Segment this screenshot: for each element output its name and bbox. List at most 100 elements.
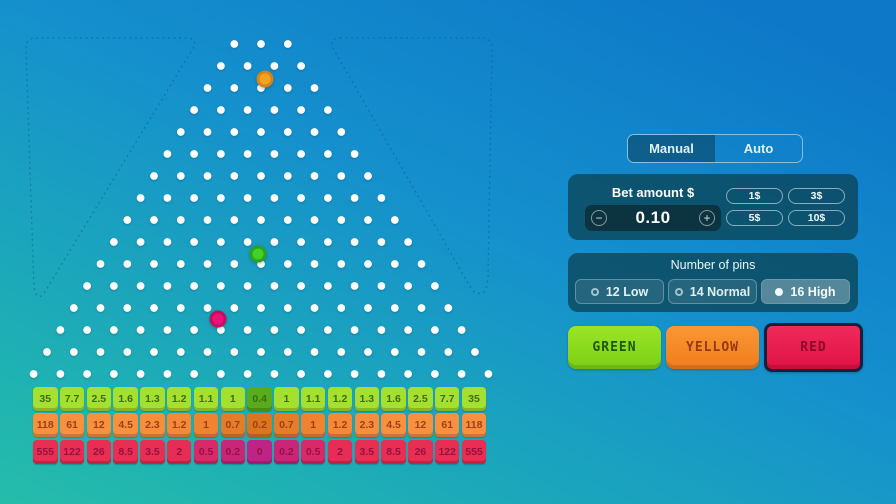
- pin: [243, 326, 252, 334]
- multiplier-cell: 1: [274, 387, 299, 411]
- pin: [217, 62, 225, 70]
- pin-option-14-normal[interactable]: 14 Normal: [668, 279, 757, 304]
- pin: [110, 282, 118, 290]
- pin: [283, 172, 292, 180]
- pin: [217, 238, 225, 246]
- pin: [471, 348, 479, 356]
- pin: [243, 106, 252, 114]
- pin: [350, 370, 359, 378]
- quick-bet-3-button[interactable]: 3$: [788, 188, 845, 204]
- pin: [176, 128, 185, 136]
- pin: [364, 216, 372, 224]
- pin: [337, 128, 346, 136]
- bet-amount-value[interactable]: 0.10: [635, 208, 671, 227]
- pin: [377, 282, 386, 290]
- pin: [377, 326, 386, 334]
- pin: [190, 370, 199, 378]
- pin: [163, 194, 172, 202]
- pin: [297, 238, 305, 246]
- multiplier-cell: 122: [434, 439, 460, 464]
- multiplier-cell: 8.5: [113, 439, 138, 464]
- multiplier-cell: 1: [193, 413, 219, 438]
- pin: [243, 194, 252, 202]
- tab-auto[interactable]: Auto: [743, 141, 774, 156]
- pin: [337, 260, 346, 268]
- multiplier-row-red: 555 122 26 8.5 3.5 2 0.5 0.2 0 0.2 0.5 2 3.5 8.5 26 122…: [33, 439, 487, 464]
- multiplier-cell: 3.5: [354, 439, 380, 464]
- pin: [337, 216, 346, 224]
- pin: [390, 348, 399, 356]
- multiplier-cell: 0.2: [247, 413, 272, 438]
- radio-icon: [775, 287, 784, 296]
- pin: [203, 260, 212, 268]
- pin: [243, 62, 252, 70]
- multiplier-cell: 1.2: [327, 413, 353, 438]
- pin: [390, 260, 399, 268]
- quick-bet-5-button[interactable]: 5$: [726, 210, 783, 226]
- pin: [176, 348, 185, 356]
- bet-increase-button[interactable]: +: [699, 210, 715, 226]
- red-bet-button[interactable]: RED: [764, 322, 863, 372]
- quick-bet-1-button[interactable]: 1$: [726, 188, 783, 204]
- pin: [217, 106, 225, 114]
- pin: [337, 348, 346, 356]
- multiplier-cell: 1.2: [166, 387, 192, 411]
- bet-decrease-button[interactable]: −: [591, 210, 607, 226]
- pin: [176, 216, 185, 224]
- multiplier-cell: 1.2: [327, 387, 353, 411]
- pin: [96, 348, 105, 356]
- multiplier-cell: 2.5: [86, 387, 112, 411]
- pin: [163, 150, 172, 158]
- multiplier-cell: 4.5: [113, 413, 138, 438]
- pin-option-12-low[interactable]: 12 Low: [575, 279, 664, 304]
- pin: [270, 370, 279, 378]
- pin: [43, 348, 51, 356]
- pin-option-16-high[interactable]: 16 High: [761, 279, 850, 304]
- multiplier-cell: 7.7: [59, 387, 85, 411]
- pin: [69, 348, 78, 356]
- multiplier-cell: 7.7: [434, 387, 460, 411]
- pin: [217, 282, 225, 290]
- pin: [297, 62, 305, 70]
- multiplier-cell: 1: [300, 413, 326, 438]
- green-bet-button[interactable]: GREEN: [568, 325, 661, 369]
- number-of-pins-label: Number of pins: [670, 258, 756, 272]
- multiplier-cell: 61: [434, 413, 460, 438]
- pin: [83, 370, 91, 378]
- pin: [217, 370, 225, 378]
- pin: [230, 260, 239, 268]
- multiplier-cell: 0: [247, 439, 272, 464]
- pin: [283, 260, 292, 268]
- bet-amount-input[interactable]: − 0.10 +: [585, 205, 721, 231]
- pin: [123, 216, 132, 224]
- multiplier-cell: 1.6: [381, 387, 406, 411]
- pin: [283, 348, 292, 356]
- pin: [390, 304, 399, 312]
- multiplier-cell: 118: [461, 413, 487, 438]
- tab-manual[interactable]: Manual: [628, 135, 715, 162]
- pin: [350, 282, 359, 290]
- pin: [444, 304, 453, 312]
- pin: [176, 260, 185, 268]
- pin: [310, 304, 319, 312]
- pin: [163, 282, 172, 290]
- pin: [270, 238, 279, 246]
- pin: [431, 282, 439, 290]
- pin: [457, 370, 466, 378]
- pin: [283, 128, 292, 136]
- quick-bet-10-button[interactable]: 10$: [788, 210, 845, 226]
- pin: [364, 260, 372, 268]
- pin: [163, 238, 172, 246]
- pin: [96, 304, 105, 312]
- pin: [29, 370, 38, 378]
- yellow-bet-button[interactable]: YELLOW: [666, 325, 759, 369]
- pin: [163, 370, 172, 378]
- pin: [324, 194, 332, 202]
- multiplier-cell: 2.3: [354, 413, 380, 438]
- pin: [110, 238, 118, 246]
- pin: [217, 326, 225, 334]
- pin: [324, 282, 332, 290]
- pin: [150, 348, 158, 356]
- pin: [190, 106, 199, 114]
